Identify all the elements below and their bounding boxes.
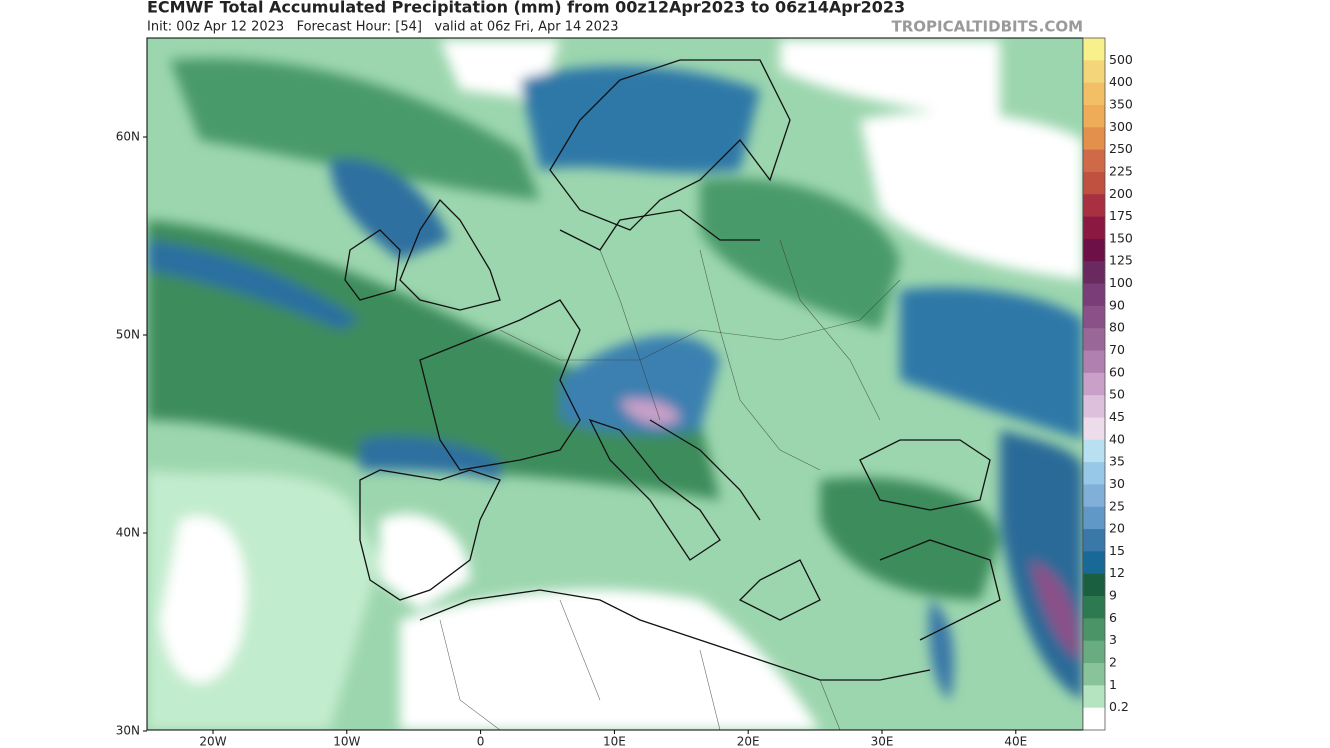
colorbar-label: 12 (1109, 565, 1125, 580)
colorbar-label: 175 (1109, 208, 1133, 223)
colorbar-label: 35 (1109, 454, 1125, 469)
lat-label: 50N (116, 328, 140, 342)
colorbar-swatch (1083, 350, 1105, 374)
colorbar-label: 150 (1109, 230, 1133, 245)
colorbar-swatch (1083, 462, 1105, 485)
borders (439, 239, 901, 730)
colorbar-swatch (1083, 439, 1105, 463)
precip-field (147, 40, 1083, 730)
colorbar-swatch (1083, 551, 1105, 575)
colorbar-swatch (1083, 171, 1105, 195)
colorbar-label: 20 (1109, 521, 1125, 536)
colorbar-swatch (1083, 127, 1105, 151)
colorbar-swatch (1083, 640, 1105, 664)
colorbar-label: 80 (1109, 320, 1125, 335)
colorbar-label: 90 (1109, 297, 1125, 312)
colorbar-label: 400 (1109, 74, 1133, 89)
colorbar-swatch (1083, 618, 1105, 642)
lon-label: 40E (1004, 735, 1027, 748)
colorbar-label: 40 (1109, 431, 1125, 446)
colorbar-swatch (1083, 328, 1105, 352)
colorbar-swatch (1083, 417, 1105, 441)
colorbar-label: 9 (1109, 588, 1117, 603)
colorbar-label: 30 (1109, 476, 1125, 491)
colorbar-swatch (1083, 261, 1105, 285)
colorbar-swatch (1083, 149, 1105, 173)
colorbar-swatch (1083, 60, 1105, 84)
colorbar-swatch (1083, 395, 1105, 418)
colorbar-label: 6 (1109, 610, 1117, 625)
colorbar-swatch (1083, 484, 1105, 508)
colorbar-label: 225 (1109, 163, 1133, 178)
colorbar-label: 60 (1109, 364, 1125, 379)
colorbar-swatch (1083, 305, 1105, 329)
colorbar-label: 125 (1109, 253, 1133, 268)
colorbar-label: 3 (1109, 632, 1117, 647)
colorbar-label: 250 (1109, 141, 1133, 156)
subtitle: Init: 00z Apr 12 2023 Forecast Hour: [54… (147, 20, 619, 35)
colorbar-swatch (1083, 104, 1105, 128)
colorbar-label: 200 (1109, 186, 1133, 201)
colorbar-label: 2 (1109, 655, 1117, 670)
lat-label: 60N (116, 130, 140, 144)
colorbar-swatch (1083, 707, 1105, 731)
lon-label: 10W (333, 735, 360, 748)
colorbar-swatch (1083, 506, 1105, 530)
watermark: TROPICALTIDBITS.COM (892, 18, 1084, 36)
axis-labels: 60N 50N 40N 30N 20W 10W 0 10E 20E 30E 40E (116, 130, 1027, 748)
lat-label: 40N (116, 526, 140, 540)
colorbar-label: 500 (1109, 52, 1133, 67)
colorbar-label: 100 (1109, 275, 1133, 290)
colorbar-swatch (1083, 238, 1105, 262)
colorbar-label: 15 (1109, 543, 1125, 558)
colorbar-label: 50 (1109, 387, 1125, 402)
colorbar-swatch (1083, 685, 1105, 709)
colorbar-swatch (1083, 283, 1105, 307)
colorbar-swatch (1083, 529, 1105, 552)
map-area (147, 38, 1083, 730)
colorbar-swatch (1083, 194, 1105, 218)
colorbar-swatch (1083, 372, 1105, 396)
colorbar-label: 1 (1109, 677, 1117, 692)
title: ECMWF Total Accumulated Precipitation (m… (147, 0, 905, 17)
colorbar-label: 45 (1109, 409, 1125, 424)
coastlines (344, 59, 1001, 681)
colorbar-label: 0.2 (1109, 699, 1129, 714)
colorbar-swatch (1083, 663, 1105, 686)
colorbar-frame (1082, 37, 1106, 731)
lon-label: 10E (603, 735, 626, 748)
colorbar-swatch (1083, 82, 1105, 106)
colorbar-label: 300 (1109, 119, 1133, 134)
colorbar-swatch (1083, 573, 1105, 597)
colorbar-label: 350 (1109, 96, 1133, 111)
lat-label: 30N (116, 724, 140, 738)
colorbar-label: 25 (1109, 498, 1125, 513)
colorbar: 5004003503002502252001751501251009080706… (1082, 37, 1133, 731)
colorbar-swatch (1083, 216, 1105, 240)
colorbar-label: 70 (1109, 342, 1125, 357)
colorbar-swatch (1083, 596, 1105, 619)
lon-label: 20E (737, 735, 760, 748)
lon-label: 0 (477, 735, 485, 748)
colorbar-swatch (1083, 38, 1105, 61)
lon-label: 30E (871, 735, 894, 748)
lon-label: 20W (199, 735, 226, 748)
